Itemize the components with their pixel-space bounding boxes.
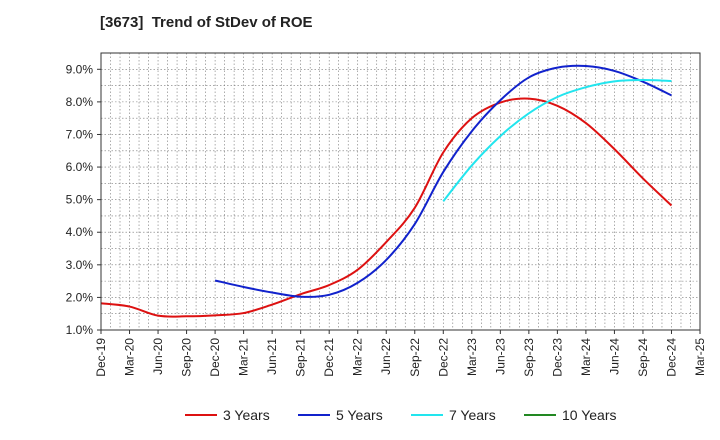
x-tick-label: Mar-24 [579, 338, 593, 376]
legend-label-5-years: 5 Years [336, 407, 383, 423]
x-tick-label: Sep-23 [522, 338, 536, 377]
y-tick-label: 5.0% [66, 193, 94, 207]
x-tick-label: Dec-22 [436, 338, 450, 377]
x-tick-label: Sep-22 [408, 338, 422, 377]
plot-area [101, 53, 700, 330]
series-line-5-years [214, 64, 672, 298]
grid [100, 52, 700, 331]
x-tick-label: Dec-23 [550, 338, 564, 377]
x-tick-label: Jun-20 [151, 338, 165, 375]
series-layer [100, 64, 673, 318]
x-tick-label: Sep-24 [636, 338, 650, 377]
x-tick-label: Mar-20 [123, 338, 137, 376]
y-tick-label: 2.0% [66, 290, 94, 304]
x-tick-label: Mar-23 [465, 338, 479, 376]
series-line-7-years [442, 79, 672, 202]
x-tick-label: Mar-22 [351, 338, 365, 376]
y-tick-label: 1.0% [66, 323, 94, 337]
x-tick-label: Mar-25 [693, 338, 707, 376]
x-tick-label: Dec-19 [94, 338, 108, 377]
legend: 3 Years 5 Years 7 Years 10 Years [185, 407, 617, 423]
y-tick-label: 3.0% [66, 258, 94, 272]
x-tick-label: Jun-23 [493, 338, 507, 375]
x-tick-label: Dec-20 [208, 338, 222, 377]
plot-frame [100, 52, 701, 331]
x-tick-label: Dec-24 [664, 338, 678, 377]
y-tick-label: 7.0% [66, 127, 94, 141]
x-tick-label: Jun-21 [265, 338, 279, 375]
y-tick-label: 6.0% [66, 160, 94, 174]
axes: 1.0% 2.0% 3.0% 4.0% 5.0% 6.0% 7.0% 8.0% 9.0% Dec-… [66, 52, 707, 377]
legend-label-3-years: 3 Years [223, 407, 270, 423]
x-tick-label: Jun-24 [607, 338, 621, 375]
x-tick-label: Mar-21 [237, 338, 251, 376]
y-tick-label: 9.0% [66, 62, 94, 76]
legend-label-7-years: 7 Years [449, 407, 496, 423]
x-tick-label: Jun-22 [379, 338, 393, 375]
y-tick-label: 4.0% [66, 225, 94, 239]
x-tick-label: Sep-20 [180, 338, 194, 377]
legend-label-10-years: 10 Years [562, 407, 617, 423]
x-tick-label: Sep-21 [294, 338, 308, 377]
y-tick-label: 8.0% [66, 95, 94, 109]
x-tick-label: Dec-21 [322, 338, 336, 377]
chart-title: [3673] Trend of StDev of ROE [100, 14, 313, 31]
series-line-3-years [100, 97, 673, 318]
